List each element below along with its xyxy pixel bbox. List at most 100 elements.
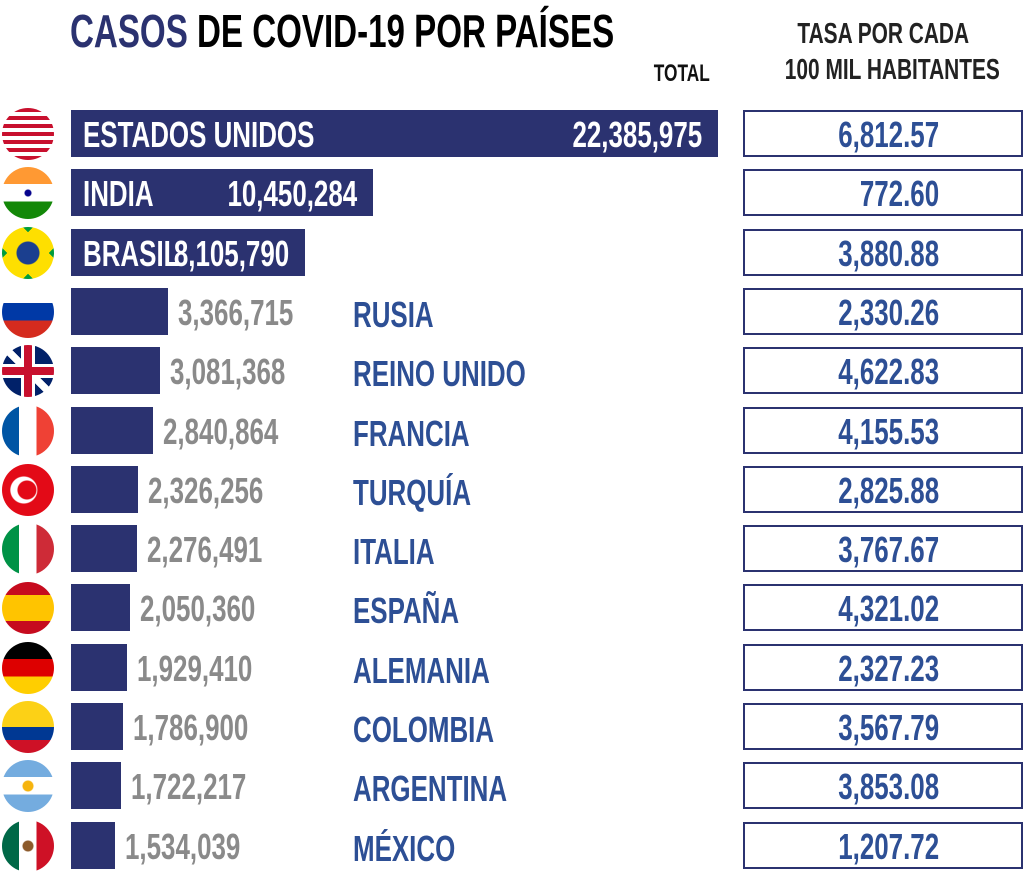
rate-value-text: 4,622.83	[838, 351, 939, 393]
rate-box: 4,155.53	[743, 406, 1023, 454]
rate-value-text: 3,767.67	[838, 529, 939, 571]
total-column-header: TOTAL	[632, 60, 710, 88]
rate-value-text: 4,155.53	[838, 410, 939, 452]
country-label: REINO UNIDO	[353, 353, 593, 395]
rate-value-text: 2,330.26	[838, 291, 939, 333]
value-label: 1,722,217	[131, 766, 291, 808]
value-label-text: 22,385,975	[572, 114, 702, 155]
title-accent: CASOS	[70, 5, 188, 57]
rate-value-text: 772.60	[859, 173, 939, 215]
value-label: 1,534,039	[125, 826, 285, 868]
value-label: 2,276,491	[147, 529, 307, 571]
rate-column-header: TASA POR CADA 100 MIL HABITANTES	[743, 16, 1023, 88]
country-label: RUSIA	[353, 294, 465, 336]
country-label: MÉXICO	[353, 828, 495, 870]
rate-value-text: 3,567.79	[838, 707, 939, 748]
country-label: COLOMBIA	[353, 709, 549, 751]
chart-row: ESTADOS UNIDOS 22,385,975 6,812.57	[0, 108, 1024, 162]
value-label-text: 1,929,410	[136, 647, 253, 689]
us-flag-icon	[2, 108, 54, 160]
rate-value: 772.60	[829, 173, 939, 215]
rate-value-text: 2,825.88	[838, 469, 939, 511]
rate-value: 6,812.57	[799, 114, 939, 156]
rate-value: 4,155.53	[799, 411, 939, 453]
chart-row: BRASIL 8,105,790 3,880.88	[0, 226, 1024, 281]
country-label: ARGENTINA	[353, 768, 567, 810]
value-label: 1,929,410	[137, 648, 297, 690]
country-label-text: REINO UNIDO	[353, 353, 526, 395]
brazil-flag-icon	[2, 226, 54, 279]
value-label-text: 1,534,039	[125, 825, 241, 867]
country-label: INDIA	[83, 173, 181, 215]
rate-box: 3,880.88	[743, 228, 1023, 276]
country-label-text: ESPAÑA	[353, 590, 460, 632]
chart-row: 3,081,368 REINO UNIDO 4,622.83	[0, 345, 1024, 399]
value-label: 22,385,975	[522, 114, 702, 156]
chart-title: CASOS DE COVID-19 POR PAÍSES	[70, 4, 826, 58]
country-label: ITALIA	[353, 531, 466, 573]
bar	[71, 762, 121, 810]
chart-row: 3,366,715 RUSIA 2,330.26	[0, 285, 1024, 340]
chart-row: 1,929,410 ALEMANIA 2,327.23	[0, 641, 1024, 696]
value-label-text: 2,840,864	[163, 410, 279, 452]
rate-box: 2,825.88	[743, 465, 1023, 513]
total-header-text: TOTAL	[654, 60, 710, 87]
value-label-text: 8,105,790	[173, 232, 290, 274]
bar	[71, 525, 137, 573]
country-label-text: MÉXICO	[353, 827, 456, 869]
rate-box: 772.60	[743, 169, 1023, 217]
value-label-text: 1,722,217	[130, 766, 247, 808]
rate-box: 3,767.67	[743, 525, 1023, 573]
bar	[71, 287, 169, 335]
india-flag-icon	[2, 167, 54, 220]
rate-value-text: 3,853.08	[838, 766, 939, 808]
rate-box: 6,812.57	[743, 110, 1023, 157]
italy-flag-icon	[2, 523, 54, 576]
country-label: FRANCIA	[353, 413, 515, 455]
chart-row: 2,050,360 ESPAÑA 4,321.02	[0, 582, 1024, 636]
mexico-flag-icon	[2, 819, 54, 872]
country-label-text: ESTADOS UNIDOS	[83, 114, 315, 155]
chart-row: INDIA 10,450,284 772.60	[0, 167, 1024, 221]
rate-value: 2,330.26	[799, 292, 939, 334]
rate-box: 2,327.23	[743, 643, 1023, 691]
rate-header-line1: TASA POR CADA	[797, 18, 969, 50]
germany-flag-icon	[2, 641, 54, 694]
bar	[71, 584, 131, 632]
value-label-text: 3,366,715	[178, 291, 294, 333]
rate-value: 3,880.88	[799, 233, 939, 275]
bar	[71, 465, 139, 513]
country-label-text: BRASIL	[83, 232, 180, 274]
chart-row: 2,326,256 TURQUÍA 2,825.88	[0, 463, 1024, 518]
country-label: ESPAÑA	[353, 590, 500, 632]
uk-flag-icon	[2, 345, 54, 398]
rate-box: 3,853.08	[743, 762, 1023, 810]
value-label-text: 2,326,256	[148, 469, 264, 511]
country-label: ALEMANIA	[353, 650, 543, 692]
value-label: 3,366,715	[178, 292, 338, 334]
title-rest: DE COVID-19 POR PAÍSES	[196, 5, 615, 57]
bar	[71, 406, 154, 454]
bar	[71, 643, 127, 691]
country-label: TURQUÍA	[353, 472, 517, 514]
rate-value: 3,853.08	[799, 766, 939, 808]
bar	[71, 821, 116, 869]
chart-row: 1,534,039 MÉXICO 1,207.72	[0, 819, 1024, 874]
rate-box: 4,321.02	[743, 584, 1023, 632]
bar: INDIA 10,450,284	[71, 169, 374, 217]
rate-value: 3,567.79	[799, 707, 939, 749]
country-label-text: RUSIA	[353, 293, 434, 335]
rate-value: 1,207.72	[799, 826, 939, 868]
rate-value: 3,767.67	[799, 529, 939, 571]
value-label-text: 1,786,900	[132, 707, 248, 748]
country-label: ESTADOS UNIDOS	[83, 114, 404, 156]
russia-flag-icon	[2, 285, 54, 338]
country-label-text: ALEMANIA	[353, 649, 490, 691]
rate-value: 4,321.02	[799, 588, 939, 630]
bar: ESTADOS UNIDOS 22,385,975	[71, 110, 718, 157]
value-label-text: 2,276,491	[146, 529, 263, 571]
rate-value-text: 6,812.57	[838, 114, 939, 155]
rate-value: 4,622.83	[799, 351, 939, 393]
value-label: 1,786,900	[133, 707, 293, 749]
argentina-flag-icon	[2, 760, 54, 813]
